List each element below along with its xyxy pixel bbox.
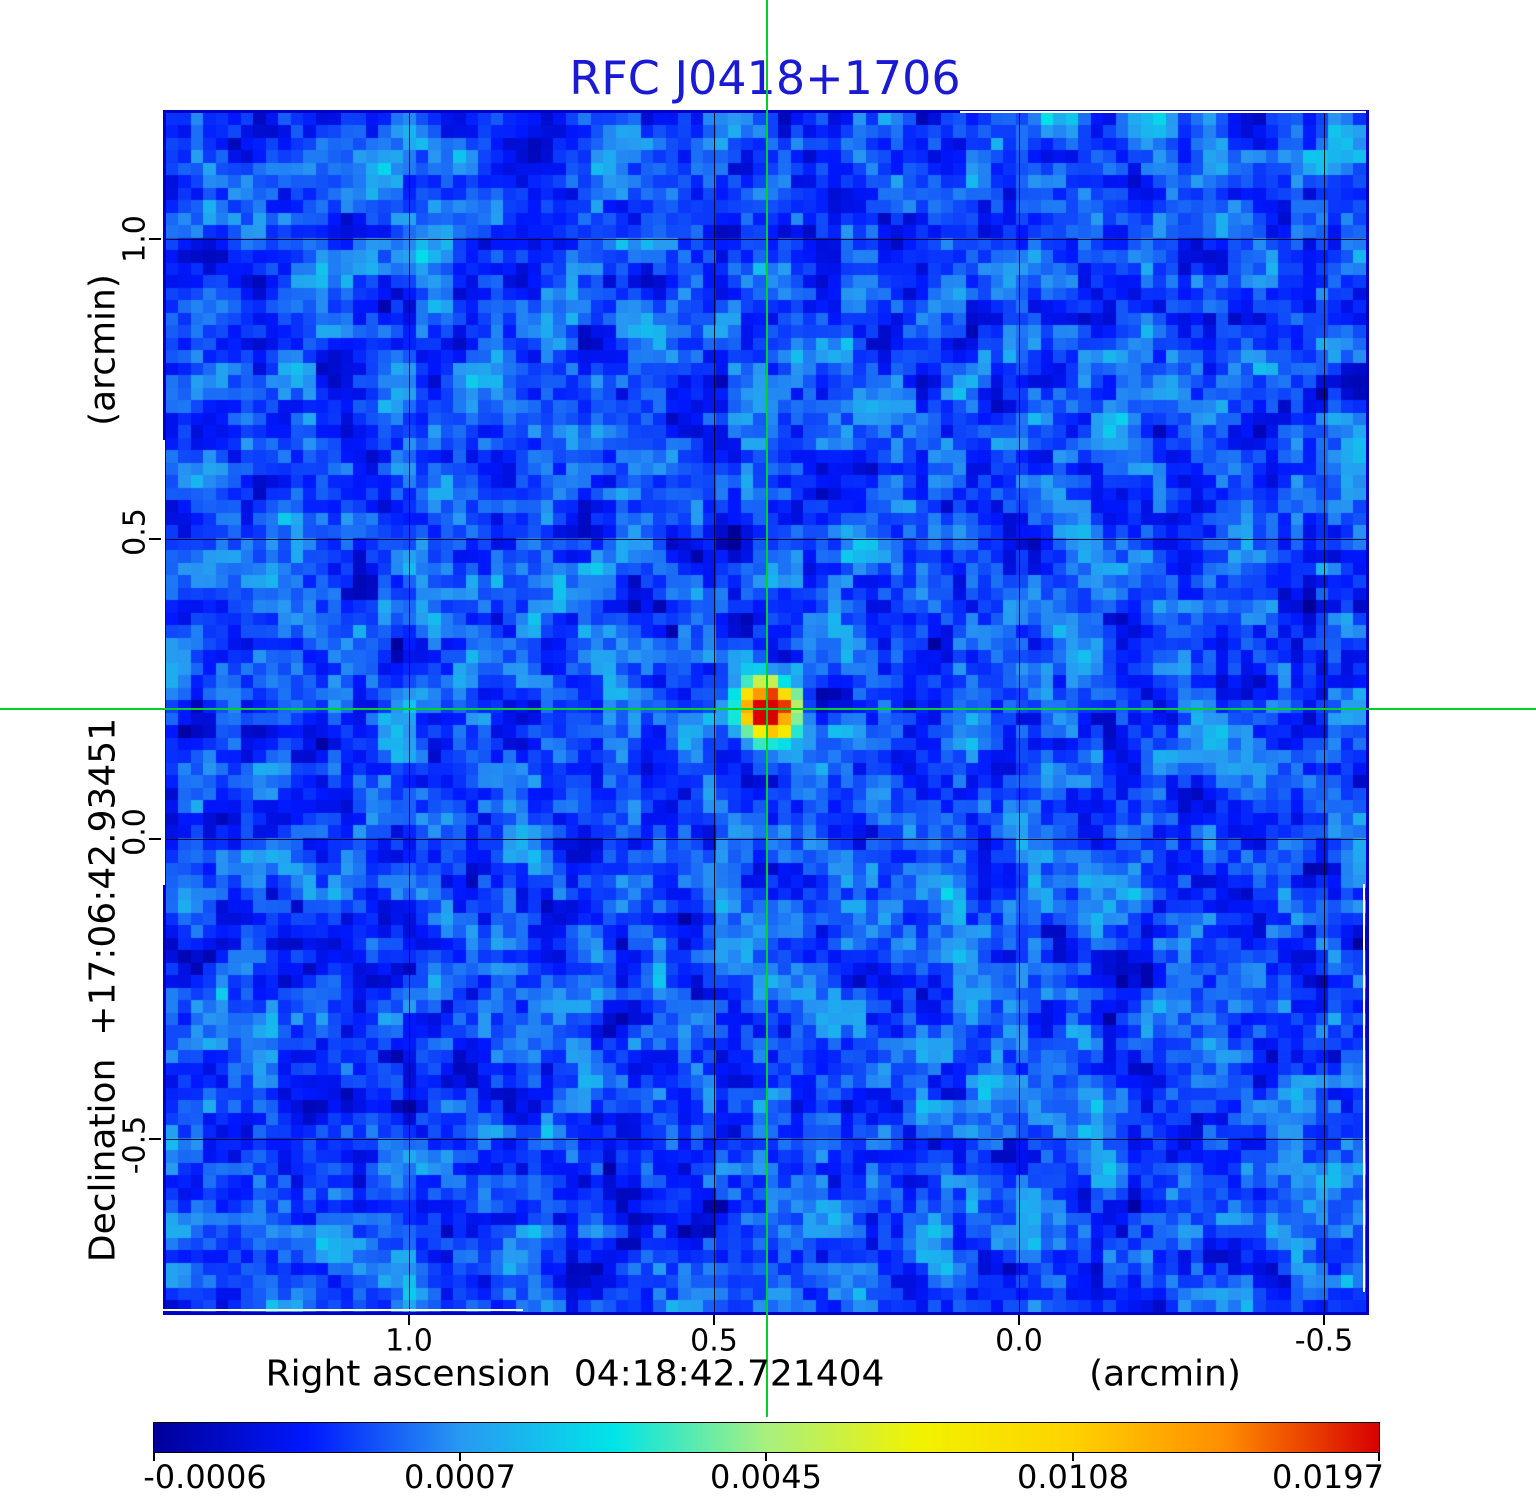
ytick-mark-0.5 xyxy=(149,538,161,540)
ytick-label-1.0: 1.0 xyxy=(117,215,153,263)
xtick-mark-1.0 xyxy=(408,1315,410,1325)
gridline-ra-0.5 xyxy=(714,113,715,1312)
plot-title: RFC J0418+1706 xyxy=(569,51,961,105)
colorbar-label-25: 0.0007 xyxy=(404,1458,516,1496)
colorbar-tick-1 xyxy=(459,1452,461,1461)
xtick-mark--0.5 xyxy=(1323,1315,1325,1325)
colorbar-tick-4 xyxy=(1378,1452,1380,1461)
source-crosshair-horizontal xyxy=(0,708,1536,710)
colorbar-tick-3 xyxy=(1072,1452,1074,1461)
gridline-ra-1.0 xyxy=(409,113,410,1312)
xtick-mark-0.5 xyxy=(713,1315,715,1325)
ytick-mark-0.0 xyxy=(149,838,161,840)
xtick-mark-0.0 xyxy=(1018,1315,1020,1325)
gridline-ra--0.5 xyxy=(1324,113,1325,1312)
edge-artifact-left xyxy=(163,440,165,885)
xtick-label--0.5: -0.5 xyxy=(1294,1323,1354,1359)
y-axis-unit-arcmin: (arcmin) xyxy=(82,274,124,426)
edge-artifact-bottom xyxy=(163,1309,523,1311)
colorbar-label-75: 0.0108 xyxy=(1017,1458,1129,1496)
colorbar-label-max: 0.0197 xyxy=(1272,1458,1384,1496)
edge-artifact-top xyxy=(960,111,1366,113)
colorbar xyxy=(153,1422,1380,1453)
xtick-label-1.0: 1.0 xyxy=(385,1323,433,1359)
colorbar-label-50: 0.0045 xyxy=(710,1458,822,1496)
xtick-label-0.0: 0.0 xyxy=(995,1323,1043,1359)
x-axis-unit-arcmin: (arcmin) xyxy=(1089,1353,1241,1395)
xtick-label-0.5: 0.5 xyxy=(690,1323,738,1359)
colorbar-tick-2 xyxy=(765,1452,767,1461)
ytick-label-0.5: 0.5 xyxy=(117,508,153,556)
x-axis-title-right-ascension: Right ascension 04:18:42.721404 xyxy=(265,1353,885,1395)
ytick-mark-1.0 xyxy=(149,238,161,240)
edge-artifact-right xyxy=(1363,884,1365,1292)
ytick-mark--0.5 xyxy=(149,1138,161,1140)
colorbar-tick-0 xyxy=(153,1452,155,1461)
colorbar-label-min: -0.0006 xyxy=(143,1458,267,1496)
gridline-ra-0.0 xyxy=(1019,113,1020,1312)
y-axis-title-declination: Declination +17:06:42.93451 xyxy=(82,717,124,1263)
